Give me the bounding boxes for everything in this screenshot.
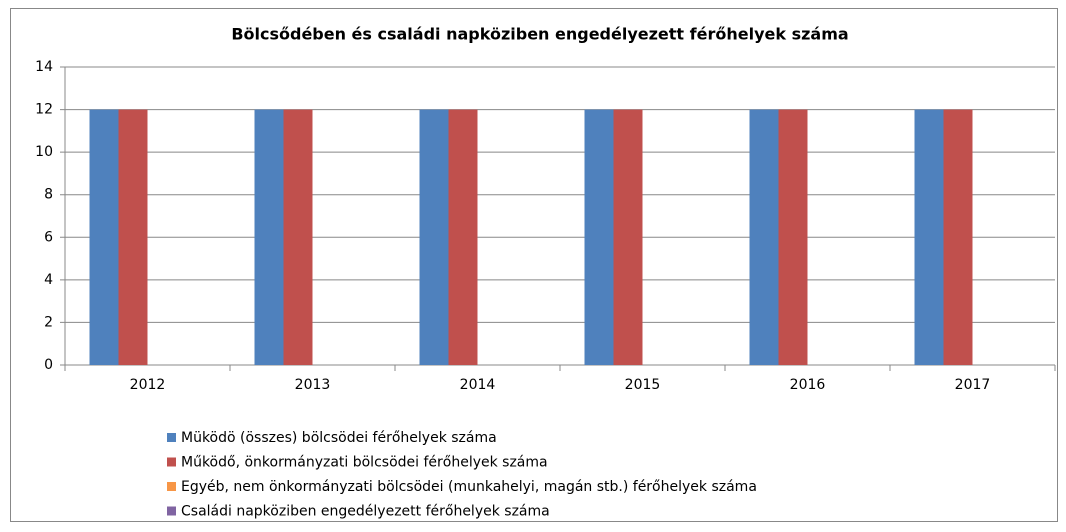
chart-border	[10, 8, 1058, 522]
x-tick-label: 2017	[955, 377, 991, 393]
x-tick-label: 2016	[790, 377, 826, 393]
bar	[254, 109, 284, 365]
legend-swatch	[167, 506, 176, 516]
y-tick-label: 8	[44, 187, 53, 203]
legend-label: Működő, önkormányzati bölcsödei férőhely…	[181, 455, 548, 471]
y-tick-label: 14	[35, 59, 53, 75]
y-tick-label: 12	[35, 102, 53, 118]
x-tick-label: 2012	[130, 377, 166, 393]
legend-swatch	[167, 433, 176, 442]
legend-swatch	[167, 457, 176, 467]
bar	[613, 109, 643, 365]
bar	[89, 109, 119, 365]
y-tick-label: 10	[35, 144, 53, 160]
legend-label: Családi napköziben engedélyezett férőhel…	[181, 504, 550, 520]
legend-label: Egyéb, nem önkormányzati bölcsödei (munk…	[181, 479, 757, 495]
x-tick-label: 2013	[295, 377, 331, 393]
chart-title: Bölcsődében és családi napköziben engedé…	[231, 25, 848, 44]
legend-swatch	[167, 482, 176, 491]
bar	[778, 109, 808, 365]
y-tick-label: 4	[44, 272, 53, 288]
x-tick-label: 2014	[460, 377, 496, 393]
bar	[118, 109, 148, 365]
bar	[914, 109, 944, 365]
bar	[943, 109, 973, 365]
bar	[419, 109, 449, 365]
bar	[283, 109, 313, 365]
bar	[584, 109, 614, 365]
y-tick-label: 2	[44, 314, 53, 330]
y-tick-label: 0	[44, 357, 53, 373]
legend-label: Müködö (összes) bölcsödei férőhelyek szá…	[181, 430, 497, 446]
x-tick-label: 2015	[625, 377, 661, 393]
bar	[749, 109, 779, 365]
y-tick-label: 6	[44, 229, 53, 245]
bar	[448, 109, 478, 365]
